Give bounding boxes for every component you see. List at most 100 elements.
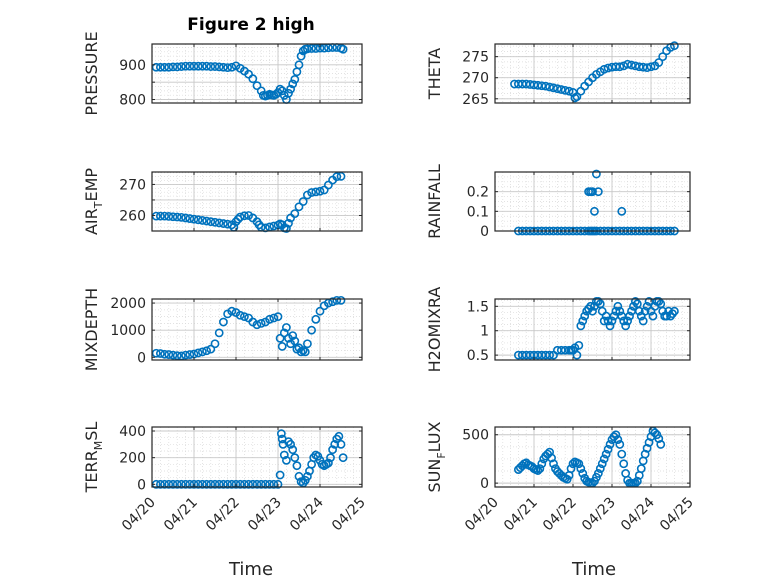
data-point xyxy=(638,316,648,326)
y-axis-label: SUNFLUX xyxy=(425,421,448,492)
data-point xyxy=(279,450,289,460)
data-point xyxy=(332,295,342,305)
data-point xyxy=(248,479,258,489)
subplot-rainfall: 0 0.1 0.2 RAINFALL xyxy=(425,164,691,240)
data-point xyxy=(181,61,190,71)
data-point xyxy=(193,215,203,225)
data-point xyxy=(155,211,165,221)
data-point xyxy=(654,434,664,444)
data-point xyxy=(311,187,321,197)
y-axis-label-part: TERR xyxy=(82,450,101,493)
data-point xyxy=(617,206,627,216)
series-markers xyxy=(151,295,346,361)
data-point xyxy=(615,440,625,449)
data-point xyxy=(252,81,262,91)
data-point xyxy=(535,464,545,474)
data-point xyxy=(189,479,199,489)
data-point xyxy=(210,479,220,489)
data-point xyxy=(252,479,262,489)
y-tick-label: 200 xyxy=(119,451,146,467)
y-axis-label: RAINFALL xyxy=(425,164,444,239)
subplot-air-temp: 260 270 AIRTEMP xyxy=(82,168,363,235)
data-point xyxy=(277,342,287,351)
data-point xyxy=(288,331,298,340)
data-point xyxy=(197,216,207,225)
y-axis-label: PRESSURE xyxy=(82,31,101,115)
series-markers xyxy=(151,43,348,104)
y-tick-label: 1000 xyxy=(110,323,146,339)
data-point xyxy=(164,350,174,359)
y-tick-label: 1.5 xyxy=(467,299,489,315)
y-axis-label-part: EMP xyxy=(82,168,101,202)
data-point xyxy=(288,79,298,89)
data-point xyxy=(214,328,224,338)
data-point xyxy=(160,211,169,221)
data-point xyxy=(197,61,207,71)
data-point xyxy=(193,348,203,358)
data-point xyxy=(670,306,679,316)
axes-box xyxy=(494,426,691,488)
y-tick-label: 500 xyxy=(462,428,489,444)
y-axis-label-subscript: M xyxy=(92,441,105,451)
data-point xyxy=(576,464,586,474)
subplot-grid: 800 900 PRESSURE 265 270 275 THETA 260 270 AIRTEM… xyxy=(82,31,697,534)
data-point xyxy=(553,84,562,94)
data-point xyxy=(227,62,237,72)
data-point xyxy=(214,218,224,228)
axes-box xyxy=(151,171,363,232)
data-point xyxy=(642,443,652,453)
data-point xyxy=(155,479,165,489)
data-point xyxy=(533,466,543,475)
data-point xyxy=(206,217,216,227)
data-point xyxy=(625,311,634,321)
data-point xyxy=(256,318,266,328)
data-point xyxy=(658,52,668,62)
data-point xyxy=(580,311,590,321)
data-point xyxy=(279,328,289,338)
data-point xyxy=(273,479,283,489)
data-point xyxy=(218,219,228,228)
data-point xyxy=(586,301,595,311)
data-point xyxy=(286,84,295,94)
data-point xyxy=(644,438,654,447)
y-tick-label: 270 xyxy=(462,71,489,87)
data-point xyxy=(564,86,574,96)
data-point xyxy=(572,350,582,360)
data-point xyxy=(603,316,613,326)
data-point xyxy=(319,185,329,195)
data-point xyxy=(227,479,237,489)
data-point xyxy=(537,459,547,469)
data-point xyxy=(670,41,679,51)
y-tick-label: 1 xyxy=(480,324,489,340)
data-point xyxy=(239,479,249,489)
data-point xyxy=(176,212,186,222)
data-point xyxy=(181,213,190,223)
data-point xyxy=(275,470,285,480)
data-point xyxy=(541,81,551,91)
data-point xyxy=(265,314,274,324)
y-axis-label: MIXDEPTH xyxy=(82,288,101,371)
data-point xyxy=(595,464,605,474)
y-tick-label: 800 xyxy=(119,93,146,109)
data-point xyxy=(627,60,636,70)
data-point xyxy=(592,169,601,179)
data-point xyxy=(206,62,216,71)
data-point xyxy=(172,62,182,72)
data-point xyxy=(288,445,298,455)
data-point xyxy=(269,313,279,323)
data-point xyxy=(260,479,270,489)
data-point xyxy=(239,211,249,221)
data-point xyxy=(185,479,195,489)
y-axis-label: THETA xyxy=(425,48,444,100)
y-axis-label-part: SL xyxy=(82,422,101,441)
data-point xyxy=(330,439,340,449)
data-point xyxy=(206,344,216,354)
data-point xyxy=(311,44,321,53)
data-point xyxy=(545,350,554,360)
data-point xyxy=(315,186,325,196)
y-tick-label: 0 xyxy=(137,350,146,366)
data-point xyxy=(323,180,333,190)
data-point xyxy=(328,297,337,307)
y-axis-label: AIRTEMP xyxy=(82,168,105,235)
series-markers xyxy=(514,297,679,360)
